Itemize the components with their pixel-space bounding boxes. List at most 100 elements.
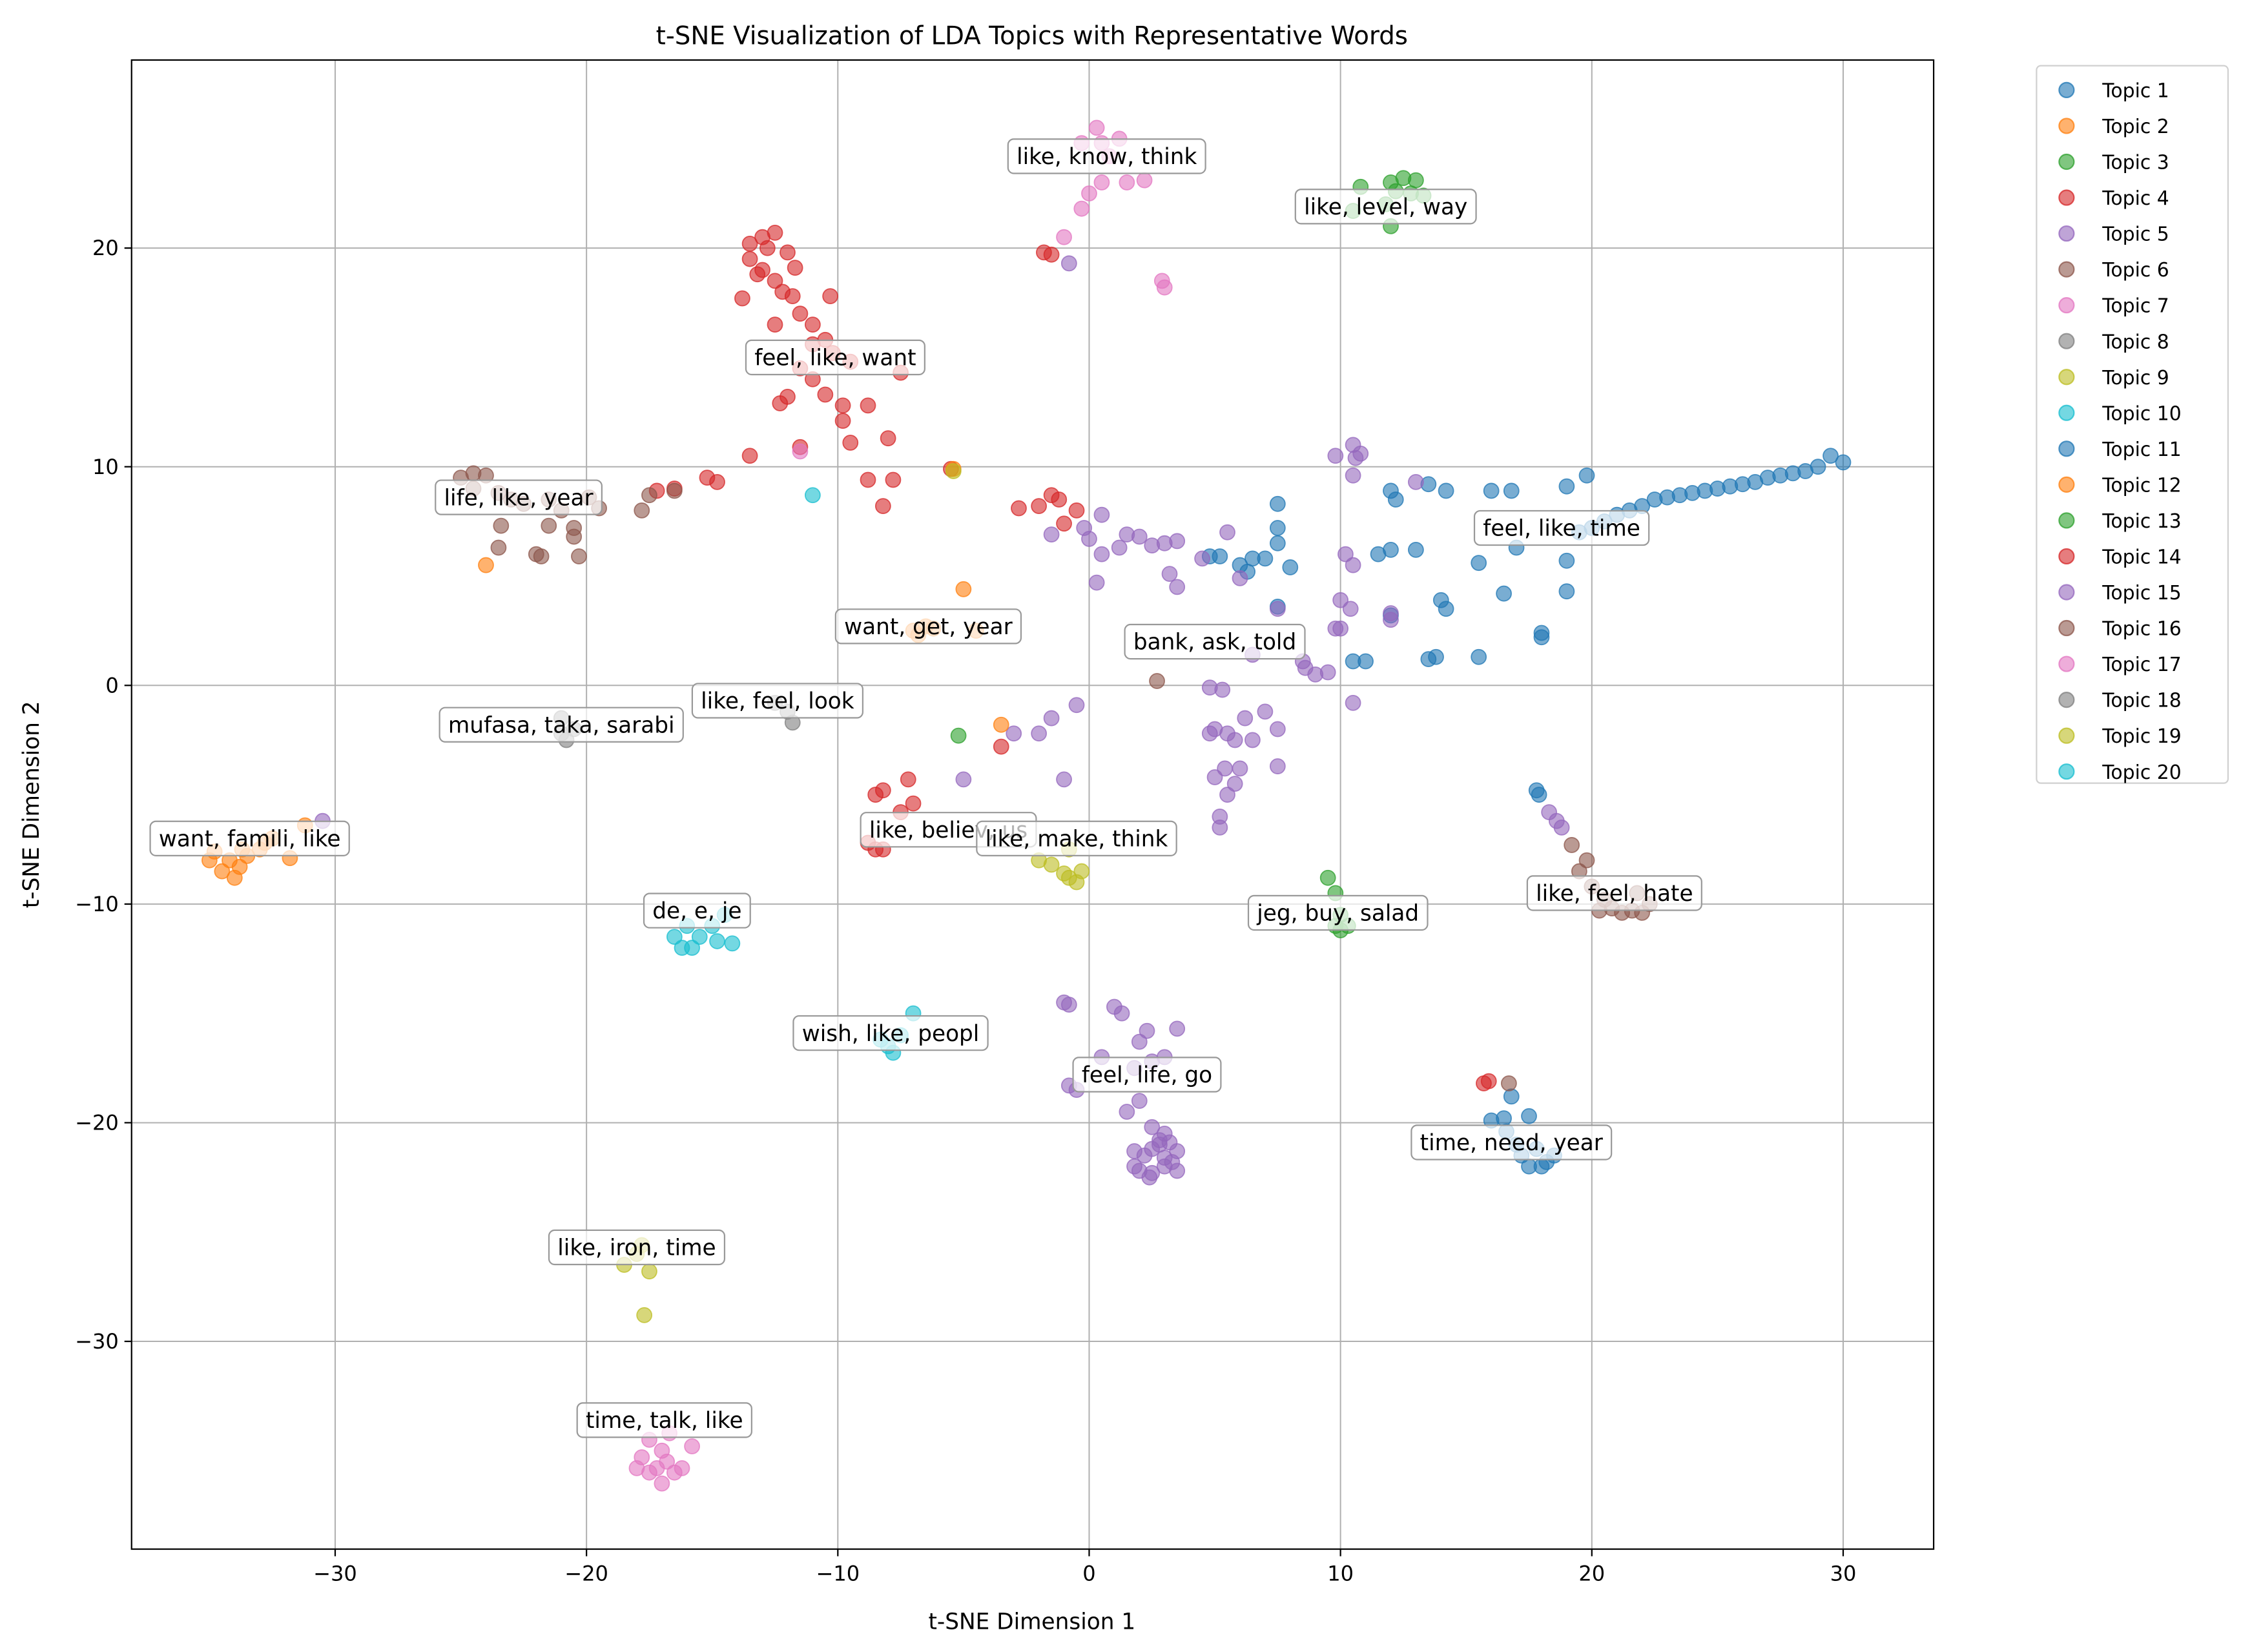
data-point: [1558, 583, 1575, 600]
legend-item: Topic 1: [2058, 79, 2169, 102]
data-point: [834, 413, 851, 429]
data-point: [1503, 482, 1520, 499]
data-point: [566, 528, 583, 545]
data-point: [666, 482, 683, 499]
legend-item: Topic 14: [2058, 546, 2182, 569]
data-point: [1093, 546, 1110, 563]
annotation-box: [745, 339, 925, 376]
annotations: like, know, think like, level, way feel, l…: [149, 138, 1702, 1438]
annotation-text: bank, ask, told: [1133, 630, 1296, 656]
annotation-label: time, talk, like: [576, 1402, 752, 1438]
data-point: [1011, 500, 1027, 517]
y-tick-label: 0: [105, 673, 118, 697]
legend-label: Topic 10: [2102, 402, 2182, 425]
legend-label: Topic 13: [2102, 510, 2182, 533]
series-topic-5: [315, 255, 1570, 836]
data-point: [874, 498, 891, 515]
data-point: [1646, 491, 1663, 508]
data-point: [1327, 448, 1344, 464]
data-point: [1269, 520, 1286, 536]
data-point: [1345, 653, 1361, 670]
plot-frame: [130, 59, 1935, 1550]
data-point: [684, 1438, 700, 1454]
legend-item: Topic 13: [2058, 510, 2182, 533]
legend-marker: [2058, 261, 2075, 278]
x-axis-label: t-SNE Dimension 1: [928, 1609, 1135, 1635]
data-point: [1201, 725, 1218, 742]
data-point: [634, 502, 650, 519]
data-point: [885, 471, 902, 488]
data-point: [684, 940, 700, 956]
data-point: [1031, 498, 1048, 515]
y-tick-label: 10: [92, 455, 119, 479]
data-point: [860, 397, 876, 414]
legend-marker: [2058, 297, 2075, 314]
data-point: [1144, 537, 1161, 553]
annotation-text: de, e, je: [652, 898, 741, 924]
data-point: [1237, 710, 1254, 727]
data-point: [1214, 681, 1231, 698]
data-point: [1111, 539, 1128, 556]
data-point: [1144, 1119, 1161, 1135]
data-point: [1408, 474, 1424, 490]
annotation-box: [1526, 875, 1702, 911]
y-tick-label: 20: [92, 236, 119, 260]
data-point: [1257, 703, 1274, 720]
data-point: [1327, 620, 1344, 637]
annotation-text: feel, like, time: [1483, 516, 1640, 542]
data-point: [1212, 548, 1228, 564]
data-point: [1269, 601, 1286, 617]
annotation-text: want, famili, like: [159, 826, 341, 852]
data-point: [945, 463, 962, 479]
data-point: [1269, 495, 1286, 512]
data-point: [1835, 454, 1852, 471]
legend-label: Topic 7: [2102, 295, 2169, 318]
annotation-label: wish, like, peopl: [792, 1015, 989, 1051]
legend-marker: [2058, 225, 2075, 242]
legend-item: Topic 5: [2058, 223, 2169, 246]
data-point: [1564, 837, 1580, 853]
data-point: [1056, 229, 1072, 245]
data-point: [1043, 710, 1060, 727]
data-point: [1113, 1005, 1130, 1022]
data-point: [666, 929, 683, 945]
data-point: [1483, 482, 1500, 499]
data-point: [1119, 174, 1135, 191]
data-point: [674, 1460, 690, 1476]
annotation-label: like, make, think: [976, 820, 1177, 856]
legend-marker: [2058, 333, 2075, 349]
data-point: [1332, 592, 1349, 608]
legend-item: Topic 17: [2058, 654, 2182, 676]
data-point: [1068, 502, 1085, 519]
data-point: [741, 448, 758, 464]
data-point: [905, 795, 922, 812]
data-point: [759, 240, 776, 256]
data-point: [1282, 559, 1299, 575]
data-point: [1496, 1110, 1512, 1127]
annotation-label: like, feel, look: [691, 683, 864, 719]
legend-item: Topic 2: [2058, 116, 2169, 138]
legend-label: Topic 1: [2102, 79, 2169, 102]
data-point: [767, 273, 783, 289]
annotation-text: like, iron, time: [557, 1235, 716, 1261]
annotation-box: [643, 893, 751, 929]
annotation-text: feel, like, want: [754, 346, 916, 371]
data-point: [1471, 555, 1487, 572]
legend-marker: [2058, 727, 2075, 744]
data-point: [804, 487, 821, 504]
series-topic-15: [1056, 994, 1186, 1186]
data-point: [1232, 760, 1248, 777]
legend-label: Topic 14: [2102, 546, 2182, 569]
legend-marker: [2058, 763, 2075, 780]
data-point: [860, 471, 876, 488]
legend-label: Topic 8: [2102, 331, 2169, 353]
data-point: [900, 771, 916, 788]
data-point: [1342, 601, 1359, 617]
legend-marker: [2058, 584, 2075, 601]
data-point: [1823, 448, 1839, 464]
legend-marker: [2058, 153, 2075, 170]
legend-marker: [2058, 369, 2075, 386]
data-point: [1194, 550, 1210, 567]
data-point: [641, 487, 657, 504]
